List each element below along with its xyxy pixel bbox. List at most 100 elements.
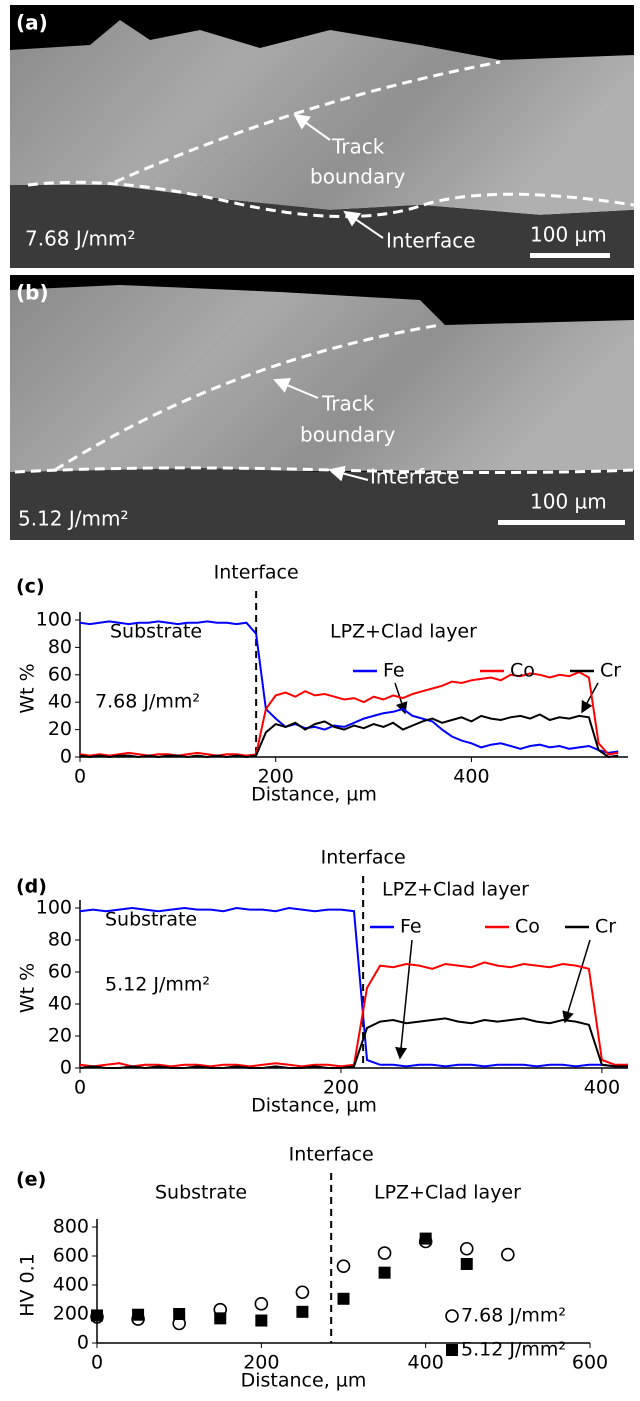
track-boundary-line — [114, 60, 501, 184]
y-tick-label: 0 — [60, 746, 72, 768]
annotation: Track — [321, 392, 375, 416]
y-axis-label: Wt % — [17, 963, 39, 1013]
scale-bar-label: 100 µm — [530, 490, 607, 514]
marker — [501, 1247, 515, 1262]
substrate-region — [10, 185, 634, 268]
legend-label: Co — [510, 660, 535, 682]
marker — [132, 1308, 145, 1321]
panel-label: (c) — [16, 576, 45, 598]
arrow — [395, 939, 413, 1060]
y-tick-label: 20 — [48, 718, 72, 740]
legend-label: Cr — [595, 916, 616, 938]
y-tick-label: 0 — [60, 1057, 72, 1079]
legend-label: Fe — [383, 660, 405, 682]
y-tick-label: 40 — [48, 691, 72, 713]
line-series — [79, 713, 619, 759]
marker — [377, 1246, 392, 1260]
marker — [378, 1266, 391, 1279]
x-tick-label: 0 — [74, 1077, 86, 1099]
micrograph-b: (b) Track boundary Interface 5.12 J/mm² … — [10, 275, 635, 540]
legend-label: 7.68 J/mm² — [461, 1305, 566, 1327]
legend-label: Co — [515, 916, 540, 938]
energy-label: 7.68 J/mm² — [25, 227, 136, 251]
y-tick-label: 200 — [53, 1303, 89, 1325]
y-tick-label: 40 — [48, 993, 72, 1015]
energy-label: 7.68 J/mm² — [95, 691, 200, 713]
energy-label: 5.12 J/mm² — [18, 507, 129, 531]
annotation: Interface — [386, 229, 476, 253]
interface-label: Interface — [214, 562, 299, 584]
panel-label: (b) — [16, 281, 49, 305]
region-label: LPZ+Clad layer — [382, 879, 529, 901]
line-series — [79, 906, 629, 1068]
clad-region — [10, 20, 634, 215]
scale-bar — [498, 520, 625, 525]
region-label: LPZ+Clad layer — [374, 1182, 521, 1204]
interface-line — [27, 180, 635, 219]
line-series — [79, 1017, 628, 1070]
interface-line — [14, 466, 635, 474]
micrograph-a: (a) Track boundary Interface 7.68 J/mm² … — [10, 5, 635, 268]
y-tick-label: 800 — [53, 1216, 89, 1238]
y-tick-label: 100 — [36, 897, 72, 919]
marker — [336, 1259, 351, 1273]
legend-marker — [445, 1309, 459, 1323]
x-tick-label: 0 — [91, 1352, 103, 1374]
y-tick-label: 400 — [53, 1274, 89, 1296]
annotation: boundary — [310, 165, 405, 189]
legend-label: Cr — [600, 660, 621, 682]
arrow — [581, 682, 599, 714]
x-tick-label: 200 — [258, 766, 294, 788]
line-series — [79, 620, 619, 754]
x-tick-label: 0 — [74, 766, 86, 788]
y-tick-label: 60 — [48, 961, 72, 983]
x-tick-label: 400 — [453, 766, 489, 788]
arrow — [562, 939, 591, 1024]
annotation: Track — [331, 135, 385, 159]
marker — [214, 1312, 227, 1325]
arrow — [328, 465, 369, 482]
y-tick-label: 20 — [48, 1025, 72, 1047]
x-tick-label: 600 — [572, 1352, 608, 1374]
y-tick-label: 0 — [77, 1332, 89, 1354]
panel-label: (e) — [16, 1169, 46, 1191]
x-axis-label: Distance, µm — [251, 1095, 377, 1117]
track-boundary-line — [54, 323, 441, 472]
annotation: Interface — [370, 465, 460, 489]
x-axis-label: Distance, µm — [241, 1370, 367, 1392]
scale-bar — [530, 253, 610, 258]
region-label: Substrate — [105, 909, 197, 931]
marker — [254, 1297, 269, 1311]
region-label: Substrate — [155, 1182, 247, 1204]
y-tick-label: 80 — [48, 636, 72, 658]
interface-label: Interface — [289, 1144, 374, 1166]
y-axis-label: Wt % — [17, 663, 39, 713]
legend-label: Fe — [400, 916, 422, 938]
marker — [419, 1232, 432, 1245]
legend-label: 5.12 J/mm² — [461, 1339, 566, 1361]
line-series — [79, 670, 619, 757]
x-tick-label: 200 — [323, 1077, 359, 1099]
marker — [91, 1309, 103, 1322]
interface-label: Interface — [321, 847, 406, 869]
x-axis-label: Distance, µm — [251, 784, 377, 806]
y-tick-label: 100 — [36, 609, 72, 631]
legend-marker — [446, 1344, 458, 1356]
substrate-region — [10, 468, 634, 540]
marker — [295, 1285, 310, 1300]
region-label: Substrate — [110, 621, 202, 643]
x-tick-label: 400 — [584, 1077, 620, 1099]
arrow — [273, 378, 319, 399]
marker — [337, 1292, 350, 1305]
marker — [460, 1257, 473, 1270]
marker — [255, 1314, 268, 1327]
marker — [173, 1308, 186, 1320]
panel-label: (a) — [16, 11, 48, 35]
y-tick-label: 80 — [48, 929, 72, 951]
clad-region — [10, 285, 634, 472]
annotation: boundary — [300, 423, 395, 447]
scale-bar-label: 100 µm — [530, 223, 607, 247]
marker — [296, 1305, 309, 1318]
